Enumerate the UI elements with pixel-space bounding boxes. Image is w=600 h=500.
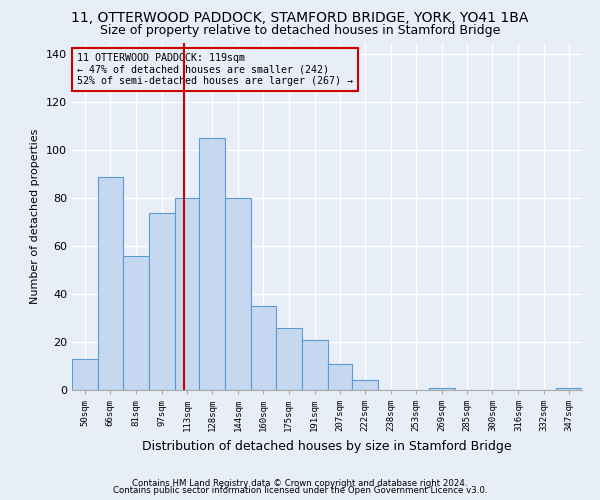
Bar: [72, 359, 98, 390]
Bar: [275, 328, 302, 390]
Text: 11, OTTERWOOD PADDOCK, STAMFORD BRIDGE, YORK, YO41 1BA: 11, OTTERWOOD PADDOCK, STAMFORD BRIDGE, …: [71, 11, 529, 25]
Bar: [302, 340, 328, 390]
Bar: [352, 380, 379, 390]
Bar: [225, 198, 251, 390]
Text: 11 OTTERWOOD PADDOCK: 119sqm
← 47% of detached houses are smaller (242)
52% of s: 11 OTTERWOOD PADDOCK: 119sqm ← 47% of de…: [77, 53, 353, 86]
X-axis label: Distribution of detached houses by size in Stamford Bridge: Distribution of detached houses by size …: [142, 440, 512, 452]
Bar: [122, 256, 149, 390]
Bar: [98, 176, 122, 390]
Bar: [251, 306, 275, 390]
Text: Size of property relative to detached houses in Stamford Bridge: Size of property relative to detached ho…: [100, 24, 500, 37]
Text: Contains public sector information licensed under the Open Government Licence v3: Contains public sector information licen…: [113, 486, 487, 495]
Bar: [328, 364, 352, 390]
Bar: [556, 388, 582, 390]
Bar: [429, 388, 455, 390]
Text: Contains HM Land Registry data © Crown copyright and database right 2024.: Contains HM Land Registry data © Crown c…: [132, 478, 468, 488]
Bar: [199, 138, 225, 390]
Y-axis label: Number of detached properties: Number of detached properties: [31, 128, 40, 304]
Bar: [149, 212, 175, 390]
Bar: [175, 198, 199, 390]
